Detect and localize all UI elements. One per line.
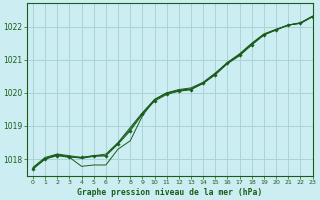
X-axis label: Graphe pression niveau de la mer (hPa): Graphe pression niveau de la mer (hPa) [77, 188, 262, 197]
